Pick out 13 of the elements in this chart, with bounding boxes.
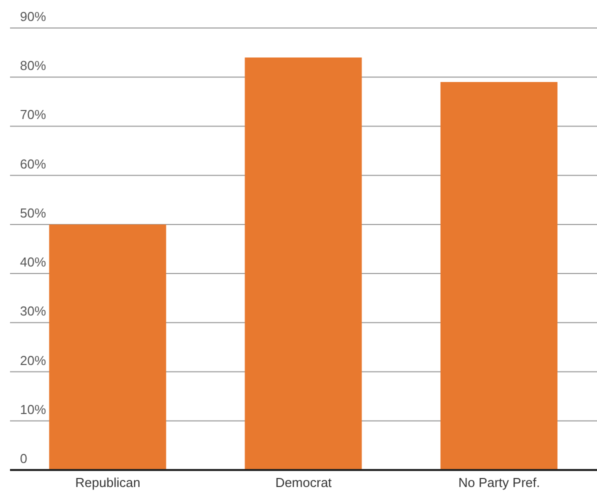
y-tick-label: 80% (20, 58, 46, 74)
x-tick-label: Republican (75, 475, 140, 490)
y-tick-label: 20% (20, 352, 46, 368)
y-tick-label: 90% (20, 9, 46, 24)
y-tick-label: 0 (20, 451, 28, 466)
x-tick-label: Democrat (275, 475, 332, 490)
y-tick-label: 10% (20, 402, 46, 417)
x-tick-label: No Party Pref. (458, 475, 540, 490)
y-tick-label: 40% (20, 254, 46, 270)
y-tick-label: 30% (20, 304, 46, 319)
y-tick-label: 60% (20, 156, 46, 172)
y-tick-label: 70% (20, 107, 46, 122)
y-tick-label: 50% (20, 205, 46, 220)
